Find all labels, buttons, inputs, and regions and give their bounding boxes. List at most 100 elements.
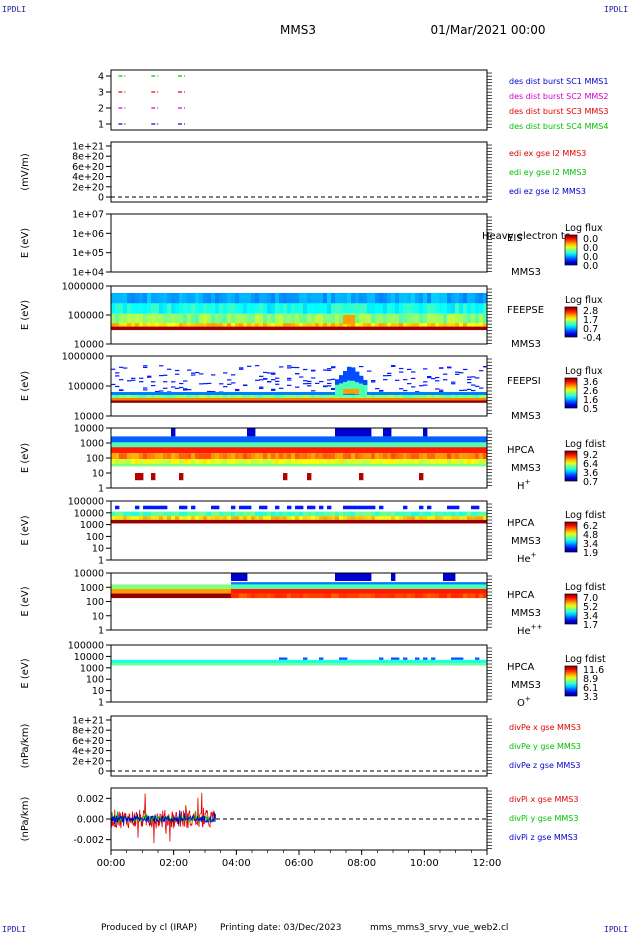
heatmap-cell: [411, 453, 416, 460]
heatmap-cell: [139, 473, 144, 481]
heatmap-cell: [143, 593, 148, 599]
heatmap-cell: [343, 573, 348, 581]
heatmap-cell: [339, 573, 344, 581]
heatmap-cell: [187, 303, 192, 314]
heatmap-cell: [111, 659, 116, 664]
heatmap-cell: [295, 326, 300, 331]
heatmap-cell: [335, 464, 340, 467]
heatmap-cell: [443, 593, 448, 599]
y-tick-label: 4: [98, 72, 104, 83]
heatmap-cell: [255, 326, 260, 331]
heatmap-cell: [327, 464, 332, 467]
heatmap-cell: [179, 584, 184, 589]
heatmap-cell: [431, 657, 436, 660]
heatmap-cell: [247, 395, 252, 398]
heatmap-cell: [227, 400, 232, 403]
heatmap-cell: [127, 511, 132, 517]
heatmap-cell: [283, 473, 288, 481]
heatmap-cell: [247, 663, 252, 666]
heatmap-cell: [203, 511, 208, 517]
heatmap-cell: [343, 398, 348, 401]
heatmap-cell: [291, 395, 296, 398]
heatmap-cell: [343, 447, 348, 454]
heatmap-cell: [359, 588, 364, 594]
heatmap-cell: [175, 387, 180, 390]
heatmap-cell: [183, 326, 188, 331]
heatmap-cell: [459, 588, 464, 594]
heatmap-cell: [207, 464, 212, 467]
heatmap-cell: [343, 292, 348, 304]
heatmap-cell: [307, 505, 312, 510]
heatmap-cell: [139, 511, 144, 517]
heatmap-cell: [123, 584, 128, 589]
heatmap-cell: [203, 323, 208, 327]
y-axis-label: (mV/m): [20, 153, 31, 191]
heatmap-cell: [179, 519, 184, 524]
heatmap-cell: [419, 663, 424, 666]
heatmap-cell: [331, 366, 336, 368]
heatmap-cell: [411, 659, 416, 664]
heatmap-cell: [139, 400, 144, 403]
heatmap-cell: [215, 511, 220, 517]
heatmap-cell: [263, 663, 268, 666]
heatmap-cell: [399, 326, 404, 331]
heatmap-cell: [155, 505, 160, 510]
heatmap-cell: [119, 584, 124, 589]
heatmap-cell: [203, 516, 208, 520]
heatmap-cell: [115, 442, 120, 448]
heatmap-cell: [319, 380, 324, 383]
heatmap-cell: [111, 663, 116, 666]
heatmap-cell: [155, 516, 160, 520]
heatmap-cell: [211, 391, 216, 393]
heatmap-cell: [287, 384, 292, 386]
heatmap-cell: [247, 323, 252, 327]
heatmap-cell: [479, 323, 484, 327]
heatmap-cell: [127, 663, 132, 666]
heatmap-cell: [267, 313, 272, 324]
heatmap-cell: [311, 659, 316, 664]
heatmap-cell: [179, 459, 184, 464]
heatmap-cell: [227, 323, 232, 327]
heatmap-cell: [463, 659, 468, 664]
heatmap-cell: [435, 400, 440, 403]
heatmap-cell: [207, 326, 212, 331]
heatmap-cell: [299, 511, 304, 517]
heatmap-cell: [299, 453, 304, 460]
heatmap-cell: [411, 400, 416, 403]
heatmap-cell: [227, 459, 232, 464]
heatmap-cell: [467, 663, 472, 666]
heatmap-cell: [347, 400, 352, 403]
heatmap-cell: [223, 447, 228, 454]
heatmap-cell: [423, 313, 428, 324]
heatmap-cell: [311, 398, 316, 401]
heatmap-cell: [259, 303, 264, 314]
heatmap-cell: [451, 459, 456, 464]
heatmap-cell: [163, 663, 168, 666]
heatmap-cell: [211, 663, 216, 666]
heatmap-cell: [247, 459, 252, 464]
heatmap-cell: [291, 516, 296, 520]
heatmap-cell: [367, 516, 372, 520]
heatmap-cell: [195, 593, 200, 599]
y-tick-label: 1000: [80, 439, 104, 450]
heatmap-cell: [423, 511, 428, 517]
heatmap-cell: [315, 516, 320, 520]
heatmap-cell: [199, 453, 204, 460]
heatmap-cell: [335, 428, 340, 437]
heatmap-cell: [159, 459, 164, 464]
heatmap-cell: [239, 459, 244, 464]
heatmap-cell: [251, 459, 256, 464]
panel-frame: [110, 69, 488, 131]
heatmap-cell: [331, 326, 336, 331]
heatmap-cell: [147, 519, 152, 524]
species-label: O+: [517, 695, 531, 709]
heatmap-cell: [155, 447, 160, 454]
heatmap-cell: [307, 400, 312, 403]
heatmap-cell: [331, 442, 336, 448]
heatmap-cell: [143, 323, 148, 327]
heatmap-cell: [171, 516, 176, 520]
heatmap-cell: [135, 516, 140, 520]
heatmap-cell: [115, 511, 120, 517]
heatmap-cells: [111, 657, 487, 666]
heatmap-cell: [339, 659, 344, 664]
